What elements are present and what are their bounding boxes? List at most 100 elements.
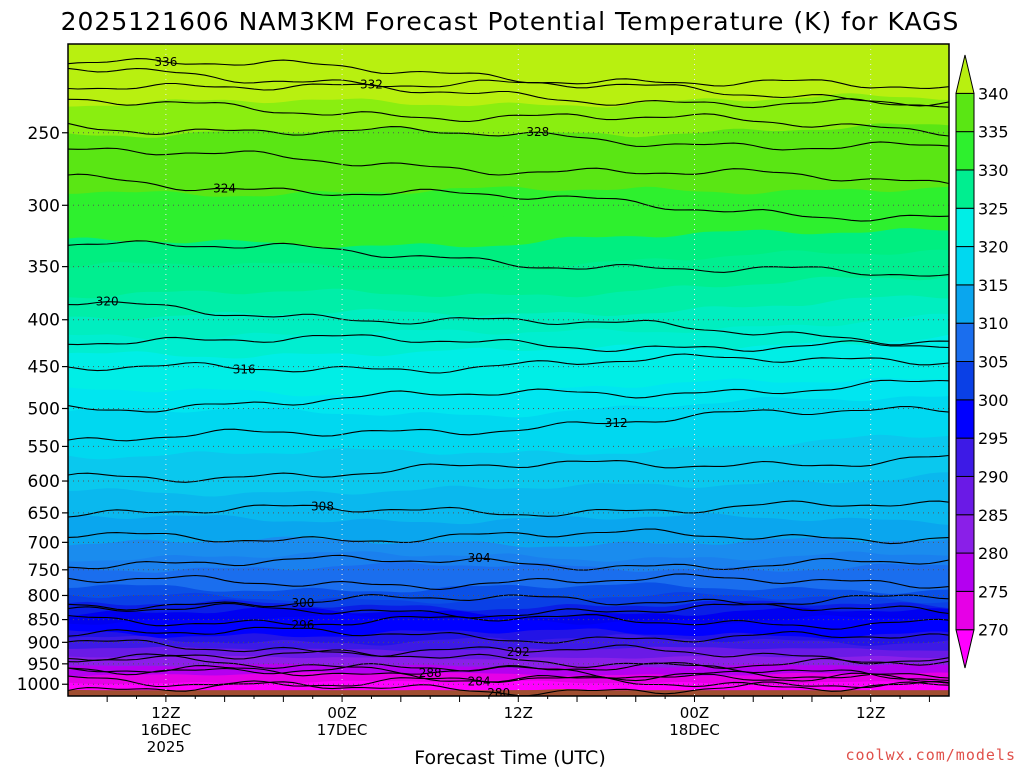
colorbar-segment [955,514,975,554]
colorbar-label: 290 [978,467,1009,486]
colorbar-segment [955,475,975,516]
colorbar-segment [955,590,975,631]
colorbar-segment [955,437,975,477]
isentrope-line [68,173,949,222]
colorbar-segment [955,207,975,248]
y-tick-label: 1000 [17,675,60,695]
colorbar-label: 270 [978,621,1009,640]
isentrope-line [68,663,949,682]
y-tick-label: 800 [28,586,60,606]
contour-label: 288 [419,666,442,680]
y-tick-label: 750 [28,561,60,581]
colorbar-label: 305 [978,353,1009,372]
isentrope-line [68,665,949,684]
y-axis: 2503003504004505005506006507007508008509… [17,124,68,695]
isentrope-line [68,500,949,518]
contour-label: 312 [605,416,628,430]
y-tick-label: 900 [28,633,60,653]
colorbar: 270 275 280 285 290 295 300 305 310 315 320 325 330 3… [955,54,1009,669]
y-tick-label: 550 [28,437,60,457]
contour-label: 332 [360,78,383,92]
y-tick-label: 850 [28,611,60,631]
colorbar-label: 310 [978,314,1009,333]
isentrope-line [68,301,949,346]
isentrope-line [68,554,949,571]
colorbar-label: 335 [978,123,1009,142]
colorbar-segment [955,361,975,401]
colorbar-label: 325 [978,199,1009,218]
y-tick-label: 500 [28,400,60,420]
colorbar-label: 300 [978,391,1009,410]
isentrope-line [68,98,949,137]
x-tick-label: 12Z [151,704,180,722]
colorbar-arrow-high [955,54,975,94]
contour-label: 300 [291,596,314,610]
contour-label: 324 [213,181,236,195]
isentrope-line [68,454,949,483]
x-tick-label: 18DEC [669,721,720,739]
y-tick-label: 300 [28,196,60,216]
contour-label: 308 [311,499,334,513]
isentrope-line [68,405,949,442]
credit-text: coolwx.com/models [845,746,1016,764]
isentrope-line [68,353,949,374]
isentrope-line [68,639,949,665]
x-tick-label: 12Z [504,704,533,722]
y-tick-label: 950 [28,655,60,675]
isentrope-line [68,379,949,413]
x-tick-label: 12Z [856,704,885,722]
contour-label: 336 [154,55,177,69]
colorbar-label: 340 [978,84,1009,103]
plot-frame [67,43,950,697]
y-tick-label: 700 [28,533,60,553]
ground-band [68,690,949,696]
colorbar-label: 275 [978,582,1009,601]
plot-area [68,44,949,696]
x-axis-label: Forecast Time (UTC) [414,747,605,768]
isentrope-line [68,602,949,619]
y-tick-label: 250 [28,124,60,144]
isentrope-line [68,614,949,630]
contour-label: 284 [468,674,491,688]
isentrope-line [68,528,949,545]
x-tick-label: 16DEC [141,721,192,739]
isentrope-line [68,240,949,277]
contour-label: 328 [526,125,549,139]
x-tick-label: 00Z [327,704,356,722]
colorbar-label: 295 [978,429,1009,448]
grid-lines [68,44,949,696]
colorbar-arrow-low [955,629,975,669]
x-tick-label: 17DEC [317,721,368,739]
contour-label: 316 [233,362,256,376]
x-tick-label: 2025 [147,738,185,756]
chart-title: 2025121606 NAM3KM Forecast Potential Tem… [61,7,960,36]
y-tick-label: 600 [28,472,60,492]
isentrope-line [68,649,949,669]
isentrope-line [68,67,949,107]
isentrope-line [68,626,949,644]
colorbar-segment [955,246,975,286]
contour-label: 280 [487,686,510,700]
y-tick-label: 650 [28,504,60,524]
y-tick-label: 400 [28,311,60,331]
isentrope-line [68,334,949,353]
isentrope-line [68,681,949,696]
isentrope-line [68,675,949,692]
contour-label: 304 [468,551,491,565]
isentrope-line [68,573,949,591]
contour-label: 296 [291,618,314,632]
y-tick-label: 350 [28,258,60,278]
colorbar-label: 320 [978,238,1009,257]
colorbar-label: 280 [978,544,1009,563]
colorbar-label: 315 [978,276,1009,295]
isentrope-line [68,58,949,89]
colorbar-label: 330 [978,161,1009,180]
colorbar-segment [955,399,975,439]
y-tick-label: 450 [28,358,60,378]
isentrope-line [68,147,949,185]
colorbar-segment [955,92,975,133]
contour-label: 292 [507,645,530,659]
isentrope-line [68,82,949,109]
